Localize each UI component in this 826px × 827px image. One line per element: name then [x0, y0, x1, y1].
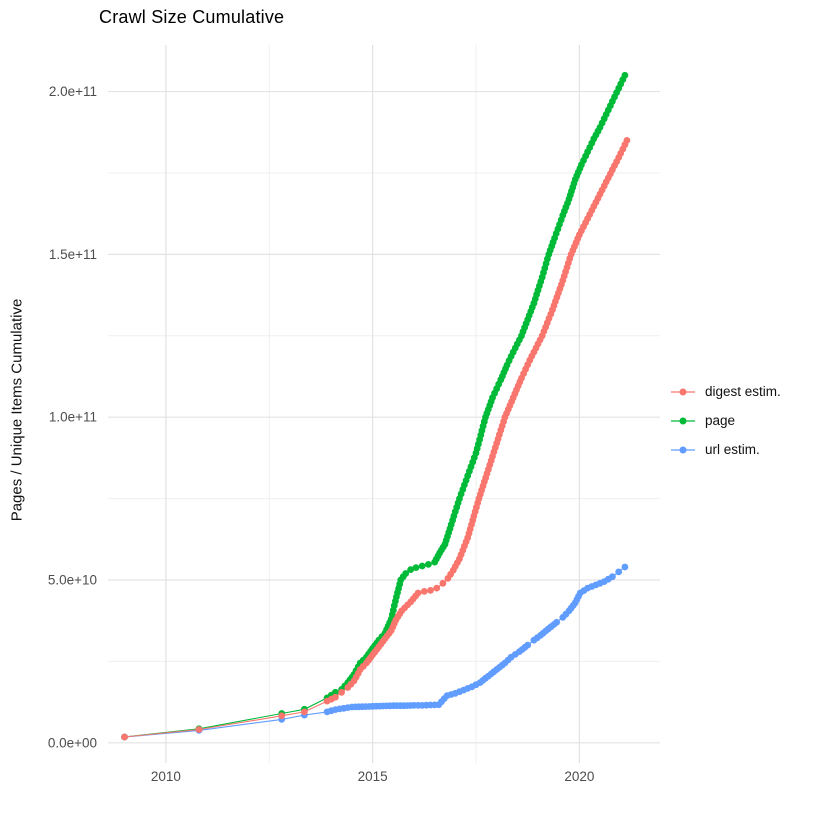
- legend-item-url-estim-: url estim.: [670, 435, 781, 464]
- y-tick-label: 5.0e+10: [48, 572, 97, 587]
- data-point: [623, 137, 631, 144]
- y-tick-label: 1.5e+11: [49, 247, 97, 262]
- data-point: [414, 589, 422, 597]
- series-points-url-estim-: [121, 563, 629, 741]
- series-line-page: [124, 75, 626, 738]
- data-point: [524, 641, 532, 649]
- x-tick-label: 2015: [358, 769, 388, 784]
- data-point: [121, 733, 128, 741]
- data-point: [425, 561, 432, 568]
- legend-key-icon: [671, 417, 695, 424]
- y-tick-label: 2.0e+11: [49, 84, 97, 99]
- data-point: [278, 712, 286, 720]
- legend-label: url estim.: [705, 442, 760, 457]
- data-point: [418, 562, 426, 570]
- data-point: [407, 566, 415, 573]
- series-points-page: [121, 71, 629, 741]
- data-point: [553, 618, 560, 626]
- data-point: [332, 688, 339, 696]
- data-point: [332, 693, 339, 701]
- legend-key-icon: [671, 446, 695, 453]
- x-tick-label: 2010: [151, 769, 181, 784]
- legend-item-digest-estim-: digest estim.: [670, 377, 781, 406]
- legend-label: page: [705, 413, 736, 428]
- chart-title: Crawl Size Cumulative: [99, 7, 285, 27]
- legend-label: digest estim.: [705, 384, 781, 399]
- data-point: [412, 564, 420, 571]
- data-point: [301, 708, 308, 716]
- data-point: [338, 688, 345, 696]
- x-tick-label: 2020: [564, 769, 594, 784]
- series-points-digest-estim-: [121, 137, 631, 741]
- data-point: [615, 568, 623, 576]
- legend-key-icon: [671, 388, 695, 395]
- data-point: [609, 573, 616, 581]
- data-point: [439, 579, 447, 587]
- data-point: [621, 71, 629, 79]
- data-point: [433, 584, 441, 592]
- data-point: [427, 587, 434, 594]
- data-point: [420, 588, 428, 595]
- data-point: [195, 726, 203, 733]
- y-tick-label: 1.0e+11: [49, 410, 97, 425]
- data-point: [621, 563, 629, 571]
- legend-item-page: page: [670, 406, 781, 435]
- legend: digest estim. page url estim.: [670, 377, 781, 464]
- data-point: [402, 570, 410, 577]
- y-tick-label: 0.0e+00: [48, 735, 97, 750]
